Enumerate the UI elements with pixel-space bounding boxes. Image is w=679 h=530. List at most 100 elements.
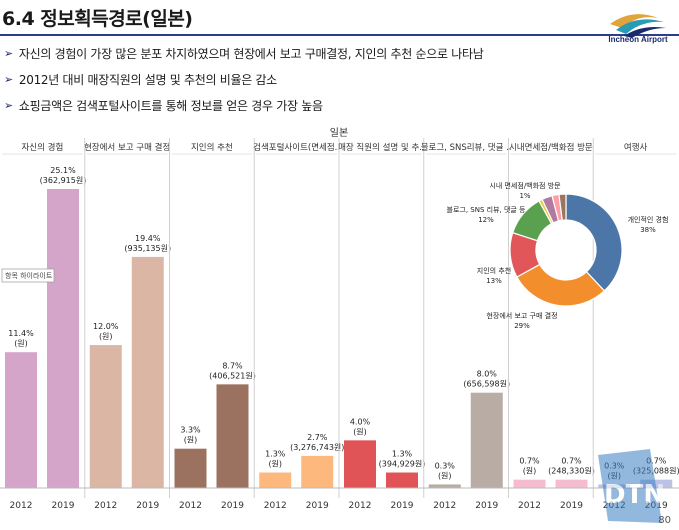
x-tick-label: 2012 [264,501,287,511]
data-label: 25.1% [50,166,76,175]
watermark-text: DTN [604,480,665,510]
slice-label-value: 29% [514,322,530,330]
x-tick-label: 2019 [136,501,159,511]
bar [470,392,503,488]
panel-header: 블로그, SNS리뷰, 댓글 .. [421,142,512,153]
data-label: 11.4% [8,329,34,338]
slide-title: 6.4 정보획득경로(일본) [2,8,193,30]
slice-label: 개인적인 경험 38% [628,215,669,234]
amount-label: (원) [184,436,198,445]
data-label: 8.7% [222,361,243,370]
arrow-icon: ➢ [4,72,13,86]
slice-label-value: 38% [640,226,656,234]
bar [259,472,292,488]
bar [89,345,122,488]
panel-header: 검색포털사이트(면세점.. [253,142,340,153]
x-tick-label: 2012 [518,501,541,511]
slice-label-value: 12% [478,216,494,224]
slice-label-name: 개인적인 경험 [628,215,669,224]
dtn-watermark-icon: DTN [598,449,665,523]
bullet-text: 쇼핑금액은 검색포털사이트를 통해 정보를 얻은 경우 가장 높음 [18,98,323,113]
amount-label: (원) [438,471,452,480]
bar [344,440,376,488]
slice-label: 시내 면세점/백화점 방문 1% [489,181,561,200]
data-label: 4.0% [350,417,371,426]
slice-label: 블로그, SNS 리뷰, 댓글 등 12% [447,205,527,224]
x-tick-label: 2012 [10,501,33,511]
bullet-text: 자신의 경험이 가장 많은 분포 차지하였으며 현장에서 보고 구매결정, 지인… [18,46,484,61]
slice-label-value: 1% [519,192,530,200]
slice-label-name: 지인의 추천 [477,266,511,275]
bullet-item: ➢ 2012년 대비 매장직원의 설명 및 추천의 비율은 감소 [4,66,483,92]
panel-header: 매장 직원의 설명 및 추.. [338,142,425,153]
bar [386,472,418,488]
amount-label: (원) [353,427,367,436]
bar [174,448,207,488]
amount-label: (3,276,743원) [290,443,344,452]
bar [301,455,334,488]
amount-label: (656,598원) [463,380,510,389]
panel-header: 시내면세점/백화점 방문 [509,142,593,153]
slice-label-name: 현장에서 보고 구매 결정 [486,311,557,320]
incheon-airport-logo-icon [610,14,666,38]
x-tick-label: 2019 [391,501,414,511]
data-label: 0.7% [561,457,582,466]
x-tick-label: 2012 [179,501,202,511]
panel-header: 자신의 경험 [21,142,63,153]
amount-label: (394,929원) [379,460,426,469]
x-tick-label: 2012 [433,501,456,511]
slice-label: 현장에서 보고 구매 결정 29% [486,311,557,330]
amount-label: (362,915원) [40,176,87,185]
slice-label: 지인의 추천 13% [477,266,511,285]
bullet-text: 2012년 대비 매장직원의 설명 및 추천의 비율은 감소 [18,72,277,87]
x-tick-label: 2019 [475,501,498,511]
amount-label: (406,521원) [209,371,256,380]
slice-label-name: 블로그, SNS 리뷰, 댓글 등 [447,205,527,214]
amount-label: (원) [99,332,113,341]
pie-slice [565,193,623,292]
data-label: 12.0% [93,322,119,331]
x-tick-label: 2019 [221,501,244,511]
highlight-tag-box [1,268,55,283]
highlight-tag-text: 항목 하이라이트 [5,271,53,280]
data-label: 0.3% [435,461,456,470]
data-label: 8.0% [477,370,498,379]
panel-header: 지인의 추천 [191,142,233,153]
bar [216,384,249,488]
data-label: 1.3% [392,450,413,459]
x-tick-label: 2019 [560,501,583,511]
highlight-tag: 항목 하이라이트 [1,268,55,283]
amount-label: (935,135원) [124,244,171,253]
bullet-item: ➢ 쇼핑금액은 검색포털사이트를 통해 정보를 얻은 경우 가장 높음 [4,92,483,118]
title-divider [0,34,679,36]
x-tick-label: 2012 [349,501,372,511]
chart-title: 일본 [330,127,348,139]
pie-slice [558,193,567,221]
slice-label-name: 시내 면세점/백화점 방문 [489,181,561,190]
data-label: 0.7% [646,457,667,466]
bar [131,256,164,488]
logo-text: Incheon Airport [608,35,668,44]
panel-header: 여행사 [624,142,648,153]
bullet-list: ➢ 자신의 경험이 가장 많은 분포 차지하였으며 현장에서 보고 구매결정, 지… [4,40,484,118]
bar [47,189,79,488]
arrow-icon: ➢ [4,98,13,112]
data-label: 2.7% [307,433,328,442]
amount-label: (325,088원) [633,467,679,476]
data-label: 3.3% [180,426,201,435]
data-label: 0.7% [519,457,540,466]
slice-label-value: 13% [486,277,502,285]
x-tick-label: 2012 [94,501,117,511]
page-number: 80 [658,515,671,526]
x-tick-label: 2019 [306,501,329,511]
pie-slice [516,263,606,307]
bar [428,484,461,488]
panel-header: 현장에서 보고 구매 결정 [84,142,170,153]
amount-label: (248,330원) [548,467,595,476]
bar [513,479,546,488]
bullet-item: ➢ 자신의 경험이 가장 많은 분포 차지하였으며 현장에서 보고 구매결정, 지… [4,40,484,66]
data-label: 1.3% [265,450,286,459]
bar [5,352,37,488]
x-tick-label: 2019 [52,501,75,511]
